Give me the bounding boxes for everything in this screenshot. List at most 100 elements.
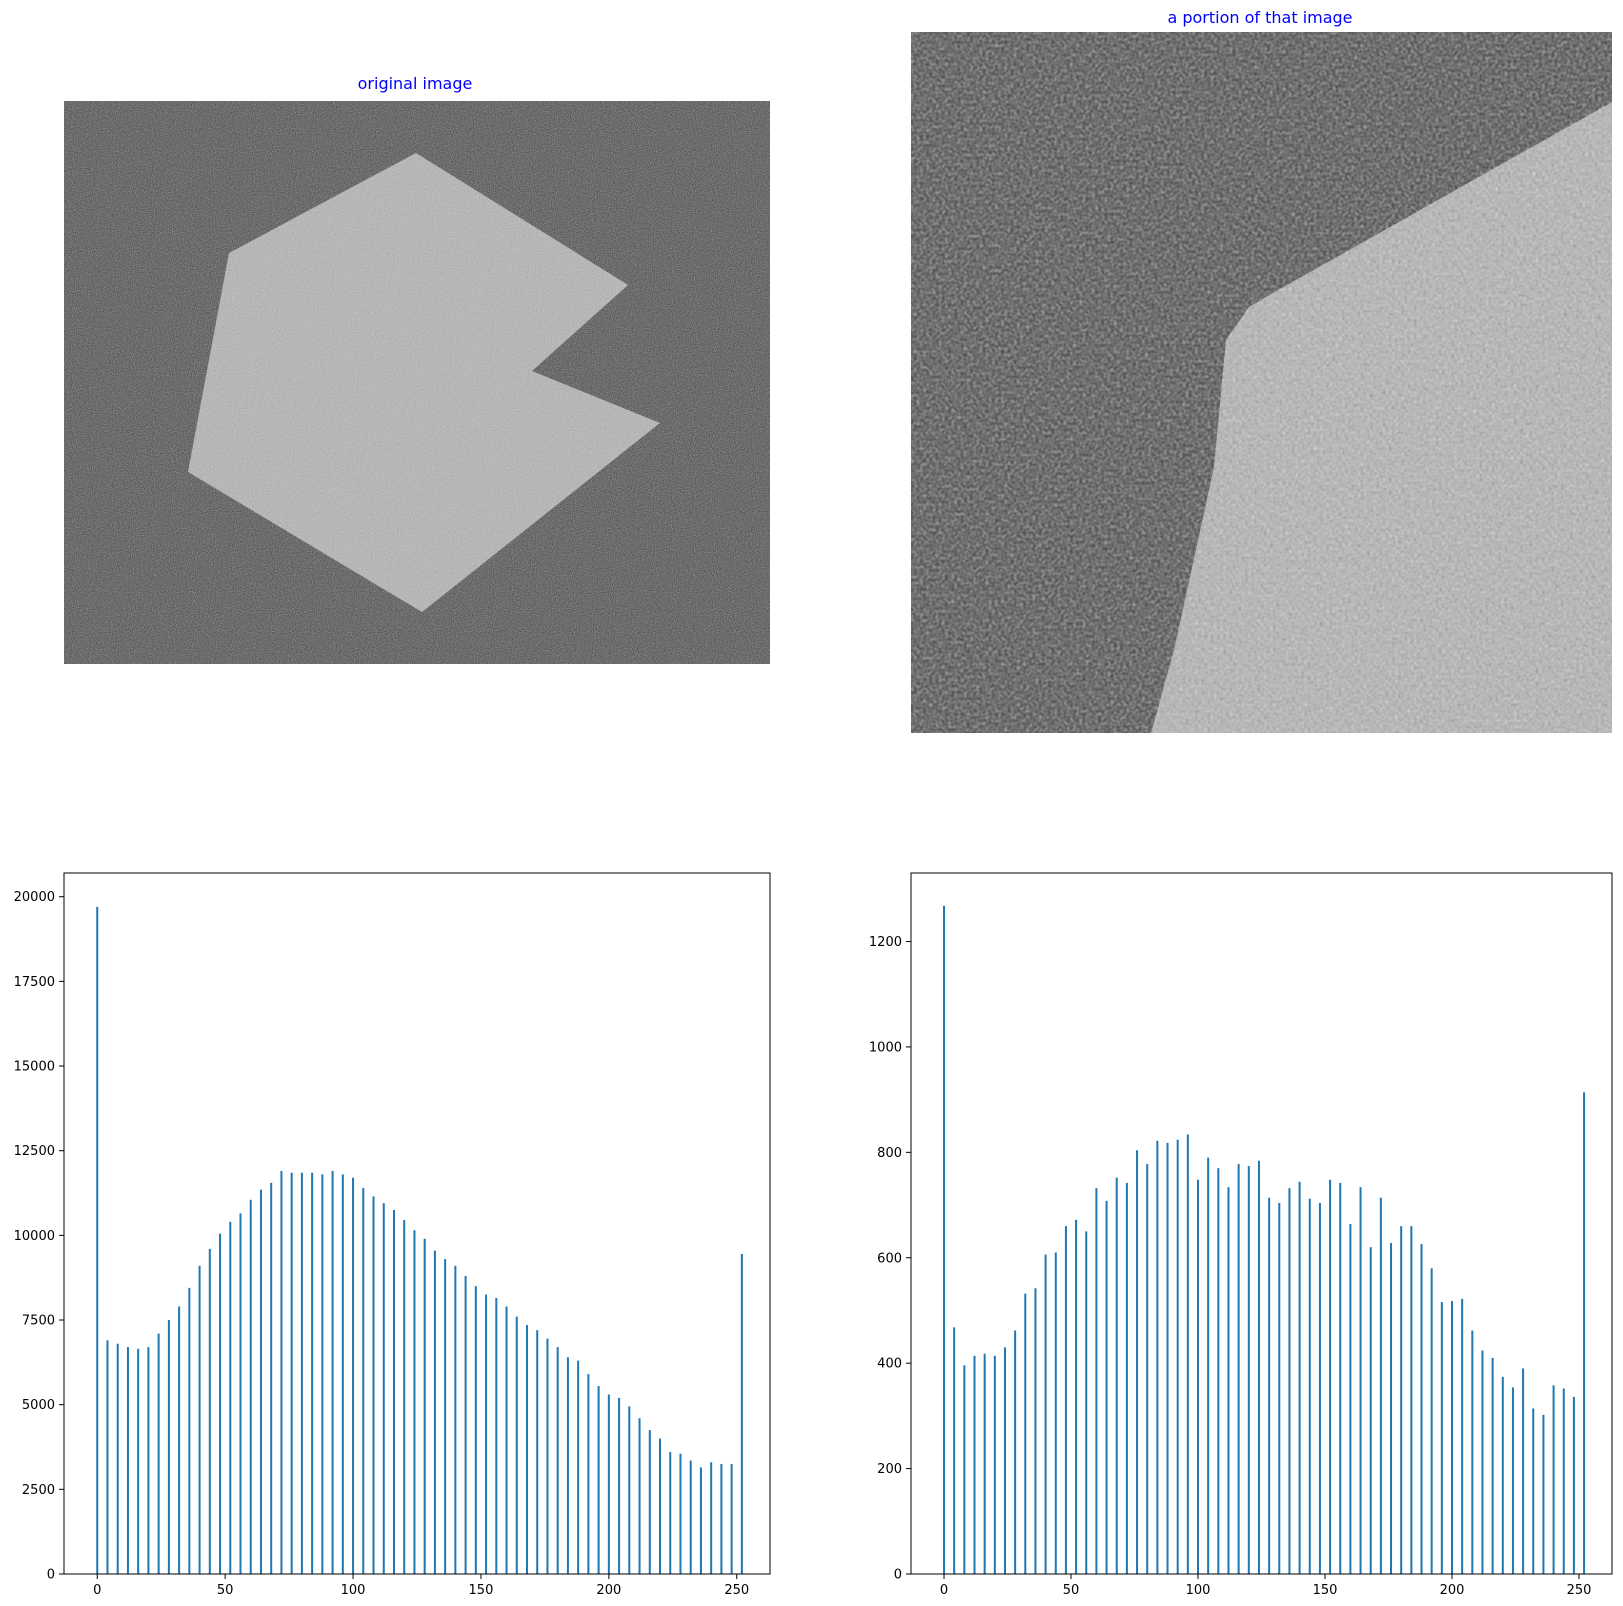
histogram-bar [259,1189,262,1574]
histogram-bar [1481,1350,1484,1574]
histogram-bar [474,1286,477,1574]
histogram-bar [270,1182,273,1574]
histogram-1: 0 50 100 150 200 2500250050007500100001250015… [14,872,771,1598]
histogram-bar [249,1199,252,1574]
x-tick-label: 150 [1313,1583,1338,1598]
histogram-bar [239,1213,242,1574]
histogram-bar [1257,1160,1260,1574]
histogram-bar [659,1438,662,1574]
histogram-bar [983,1353,986,1574]
histogram-bar [628,1406,631,1574]
histogram-bar [730,1463,733,1574]
histogram-bar [1156,1140,1159,1574]
y-tick-label: 17500 [14,975,55,990]
y-tick-label: 5000 [22,1398,55,1413]
histogram-bar [362,1187,365,1574]
histogram-bar [1369,1247,1372,1574]
histogram-bar [1522,1368,1525,1574]
histogram-bar [710,1462,713,1574]
histogram-bar [178,1306,181,1574]
histogram-bar [1034,1288,1037,1574]
histogram-bar [1471,1330,1474,1574]
y-tick-label: 400 [877,1357,902,1372]
histogram-bar [943,905,946,1574]
histogram-bar [1024,1293,1027,1574]
original-image-svg [64,101,770,664]
original-image-title: original image [357,74,473,93]
histogram-bar [587,1374,590,1574]
y-tick-label: 1200 [869,935,902,950]
histogram-bar [1014,1330,1017,1574]
histogram-bar [208,1248,211,1574]
histogram-bar [311,1172,314,1574]
plot-frame [910,872,1613,1575]
histogram-bar [167,1320,170,1574]
x-tick-label: 200 [1440,1583,1465,1598]
histogram-bar [1329,1179,1332,1574]
portion-image-svg [911,32,1612,733]
histogram-bar [973,1355,976,1574]
histogram-bar [1511,1387,1514,1574]
x-tick-label: 0 [940,1583,948,1598]
histogram-bar [669,1452,672,1574]
histogram-bar [352,1177,355,1574]
histogram-bar [382,1203,385,1574]
histogram-bar [556,1347,559,1574]
histogram-bar [1501,1376,1504,1574]
histogram-bar [1288,1188,1291,1574]
histogram-bar [1044,1254,1047,1574]
histogram-bar [597,1386,600,1574]
histogram-bar [341,1174,344,1574]
y-tick-label: 200 [877,1462,902,1477]
histogram-bar [1105,1200,1108,1574]
histogram-bar [1410,1226,1413,1574]
y-tick-label: 12500 [14,1144,55,1159]
histogram-bar [1095,1188,1098,1574]
y-tick-label: 7500 [22,1314,55,1329]
y-tick-label: 0 [47,1568,55,1583]
histogram-2: 0 50 100 150 200 250 0 200 400 600 800 1000 1200 [869,872,1613,1598]
histogram-bar [321,1174,324,1574]
histogram-bar [638,1418,641,1574]
x-tick-label: 100 [341,1583,366,1598]
y-tick-label: 15000 [14,1060,55,1075]
portion-noise [911,32,1612,733]
histogram-bar [1450,1300,1453,1574]
histogram-bar [1268,1197,1271,1574]
y-tick-label: 1000 [869,1040,902,1055]
histogram-bar [1197,1179,1199,1574]
histogram-bar [1461,1298,1464,1574]
histogram-bar [1318,1202,1321,1574]
histogram-bar [953,1327,956,1574]
histogram-bar [566,1357,569,1574]
histogram-bar [1237,1163,1240,1574]
histogram-bar [1247,1166,1250,1574]
histogram-bar [720,1463,723,1574]
histogram-bar [1379,1197,1382,1574]
histogram-bar [280,1171,283,1574]
histogram-bar [607,1394,610,1574]
original-image [64,101,770,664]
image-noise [64,101,770,664]
y-tick-label: 0 [894,1568,902,1583]
histogram-bar [495,1298,498,1574]
histogram-bar [536,1330,539,1574]
histogram-bar [1227,1187,1230,1574]
histogram-bar [300,1172,303,1574]
histogram-bar [392,1209,395,1574]
histogram-bar [106,1340,109,1574]
x-tick-label: 50 [1063,1583,1080,1598]
histogram-bar [525,1325,528,1574]
histogram-bar [137,1348,140,1574]
histogram-bar [1583,1092,1586,1574]
histogram-bar [648,1430,651,1574]
histogram-bar [1054,1252,1057,1574]
histogram-bar [188,1287,191,1574]
histogram-bar [116,1343,119,1574]
histogram-bar [577,1360,580,1574]
y-tick-label: 20000 [14,890,55,905]
histogram-bar [1532,1408,1535,1574]
histogram-bar [126,1347,129,1574]
histogram-bar [96,906,99,1574]
histogram-bar [331,1171,334,1574]
